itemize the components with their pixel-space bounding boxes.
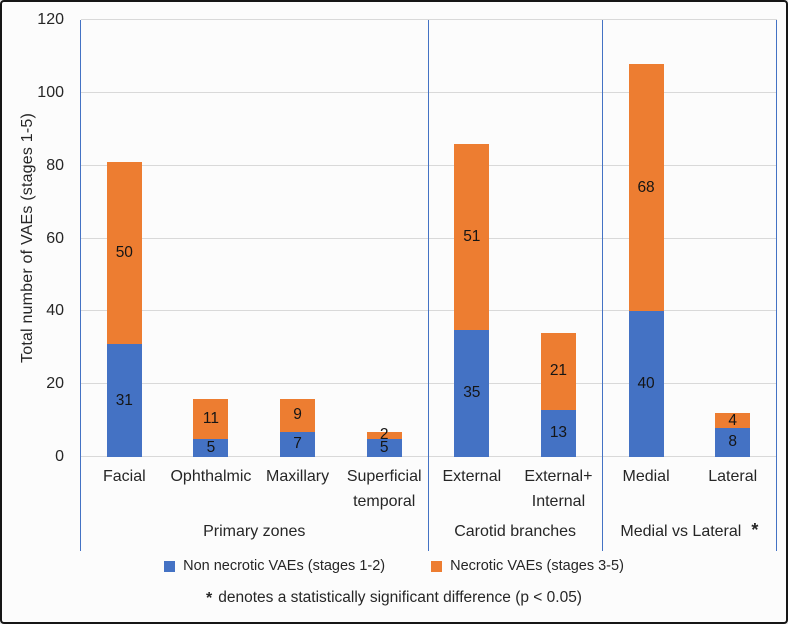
bar-segment-non-necrotic: 35 bbox=[454, 329, 490, 457]
legend: Non necrotic VAEs (stages 1-2) Necrotic … bbox=[2, 558, 786, 574]
y-tick-label: 40 bbox=[46, 302, 64, 320]
legend-item-necrotic: Necrotic VAEs (stages 3-5) bbox=[431, 558, 624, 574]
gridline bbox=[81, 456, 777, 457]
bar-segment-necrotic: 51 bbox=[454, 143, 490, 330]
stacked-bar-medial: 68 40 bbox=[628, 63, 664, 457]
group-label-medial-vs-lateral: Medial vs Lateral * bbox=[620, 519, 759, 541]
y-axis-tick-labels: 0 20 40 60 80 100 120 bbox=[2, 11, 64, 465]
group-label-primary-zones: Primary zones bbox=[203, 523, 306, 540]
plot-area: 50 31 11 5 9 7 2 5 Facial Ophthalmic Maxillary Supe… bbox=[80, 19, 777, 551]
bar-segment-non-necrotic: 40 bbox=[628, 311, 664, 457]
bar-segment-non-necrotic: 7 bbox=[280, 431, 316, 457]
bar-slot: 11 5 bbox=[168, 20, 255, 457]
category-label-row: Medial Lateral bbox=[603, 457, 776, 519]
y-tick-label: 100 bbox=[37, 83, 64, 101]
gridline bbox=[81, 164, 777, 166]
category-group-carotid-branches: 51 35 21 13 External External+ Internal Carotid… bbox=[429, 20, 603, 551]
category-label-external: External bbox=[442, 468, 502, 485]
bar-segment-necrotic: 50 bbox=[106, 162, 142, 345]
bar-segment-non-necrotic: 13 bbox=[540, 409, 576, 457]
bar-segment-non-necrotic: 5 bbox=[193, 438, 229, 457]
gridline bbox=[81, 383, 777, 385]
y-tick-label: 60 bbox=[46, 229, 64, 247]
category-label-superficial-temporal: Superficial temporal bbox=[346, 468, 422, 510]
grid-layer bbox=[81, 19, 777, 457]
stacked-bar-external: 51 35 bbox=[454, 143, 490, 457]
category-label-row: Facial Ophthalmic Maxillary Superficial temp… bbox=[81, 457, 428, 519]
asterisk-marker: * bbox=[206, 590, 213, 607]
bar-segment-necrotic: 2 bbox=[366, 426, 402, 443]
legend-item-non-necrotic: Non necrotic VAEs (stages 1-2) bbox=[164, 558, 385, 574]
category-group-medial-vs-lateral: 68 40 4 8 Medial Lateral Medial vs Lateral * bbox=[603, 20, 777, 551]
bar-segment-necrotic: 11 bbox=[193, 398, 229, 439]
bar-segment-necrotic: 9 bbox=[280, 398, 316, 432]
legend-label-non-necrotic: Non necrotic VAEs (stages 1-2) bbox=[183, 558, 386, 574]
category-label-maxillary: Maxillary bbox=[266, 468, 330, 485]
legend-swatch-non-necrotic-icon bbox=[164, 560, 176, 572]
bar-segment-non-necrotic: 8 bbox=[715, 427, 751, 457]
y-tick-label: 80 bbox=[46, 156, 64, 174]
bars-row: 51 35 21 13 bbox=[429, 20, 602, 457]
legend-swatch-necrotic-icon bbox=[431, 560, 443, 572]
gridline bbox=[81, 19, 777, 20]
stacked-bar-facial: 50 31 bbox=[106, 162, 142, 457]
bar-segment-necrotic: 4 bbox=[715, 412, 751, 428]
stacked-bar-ophthalmic: 11 5 bbox=[193, 398, 229, 457]
category-label-lateral: Lateral bbox=[708, 468, 758, 485]
group-label-carotid-branches: Carotid branches bbox=[454, 523, 577, 540]
y-tick-label: 0 bbox=[55, 448, 64, 465]
y-tick-label: 120 bbox=[37, 11, 64, 28]
significance-footnote: * denotes a statistically significant dif… bbox=[2, 589, 786, 607]
bar-segment-necrotic: 21 bbox=[540, 333, 576, 410]
footnote-text: denotes a statistically significant diff… bbox=[218, 589, 582, 606]
bars-row: 68 40 4 8 bbox=[603, 20, 776, 457]
stacked-bar-external-internal: 21 13 bbox=[540, 333, 576, 457]
bar-slot: 21 13 bbox=[515, 20, 602, 457]
asterisk-marker: * bbox=[751, 519, 759, 540]
gridline bbox=[81, 237, 777, 239]
bar-segment-non-necrotic: 31 bbox=[106, 344, 142, 457]
bar-slot: 51 35 bbox=[429, 20, 516, 457]
gridline bbox=[81, 91, 777, 93]
category-label-ophthalmic: Ophthalmic bbox=[170, 468, 252, 485]
bar-segment-non-necrotic: 5 bbox=[366, 438, 402, 457]
category-group-primary-zones: 50 31 11 5 9 7 2 5 Facial Ophthalmic Maxillary Supe… bbox=[81, 20, 429, 551]
category-label-row: External External+ Internal bbox=[429, 457, 602, 519]
legend-label-necrotic: Necrotic VAEs (stages 3-5) bbox=[450, 558, 624, 574]
bar-segment-necrotic: 68 bbox=[628, 63, 664, 312]
bars-row: 50 31 11 5 9 7 2 5 bbox=[81, 20, 428, 457]
bar-slot: 68 40 bbox=[603, 20, 690, 457]
gridline bbox=[81, 310, 777, 312]
y-tick-label: 20 bbox=[46, 375, 64, 393]
bar-slot: 50 31 bbox=[81, 20, 168, 457]
groups-row: 50 31 11 5 9 7 2 5 Facial Ophthalmic Maxillary Supe… bbox=[81, 20, 777, 551]
category-label-facial: Facial bbox=[102, 468, 146, 485]
category-label-external-internal: External+ Internal bbox=[524, 468, 593, 510]
category-label-medial: Medial bbox=[622, 468, 670, 485]
